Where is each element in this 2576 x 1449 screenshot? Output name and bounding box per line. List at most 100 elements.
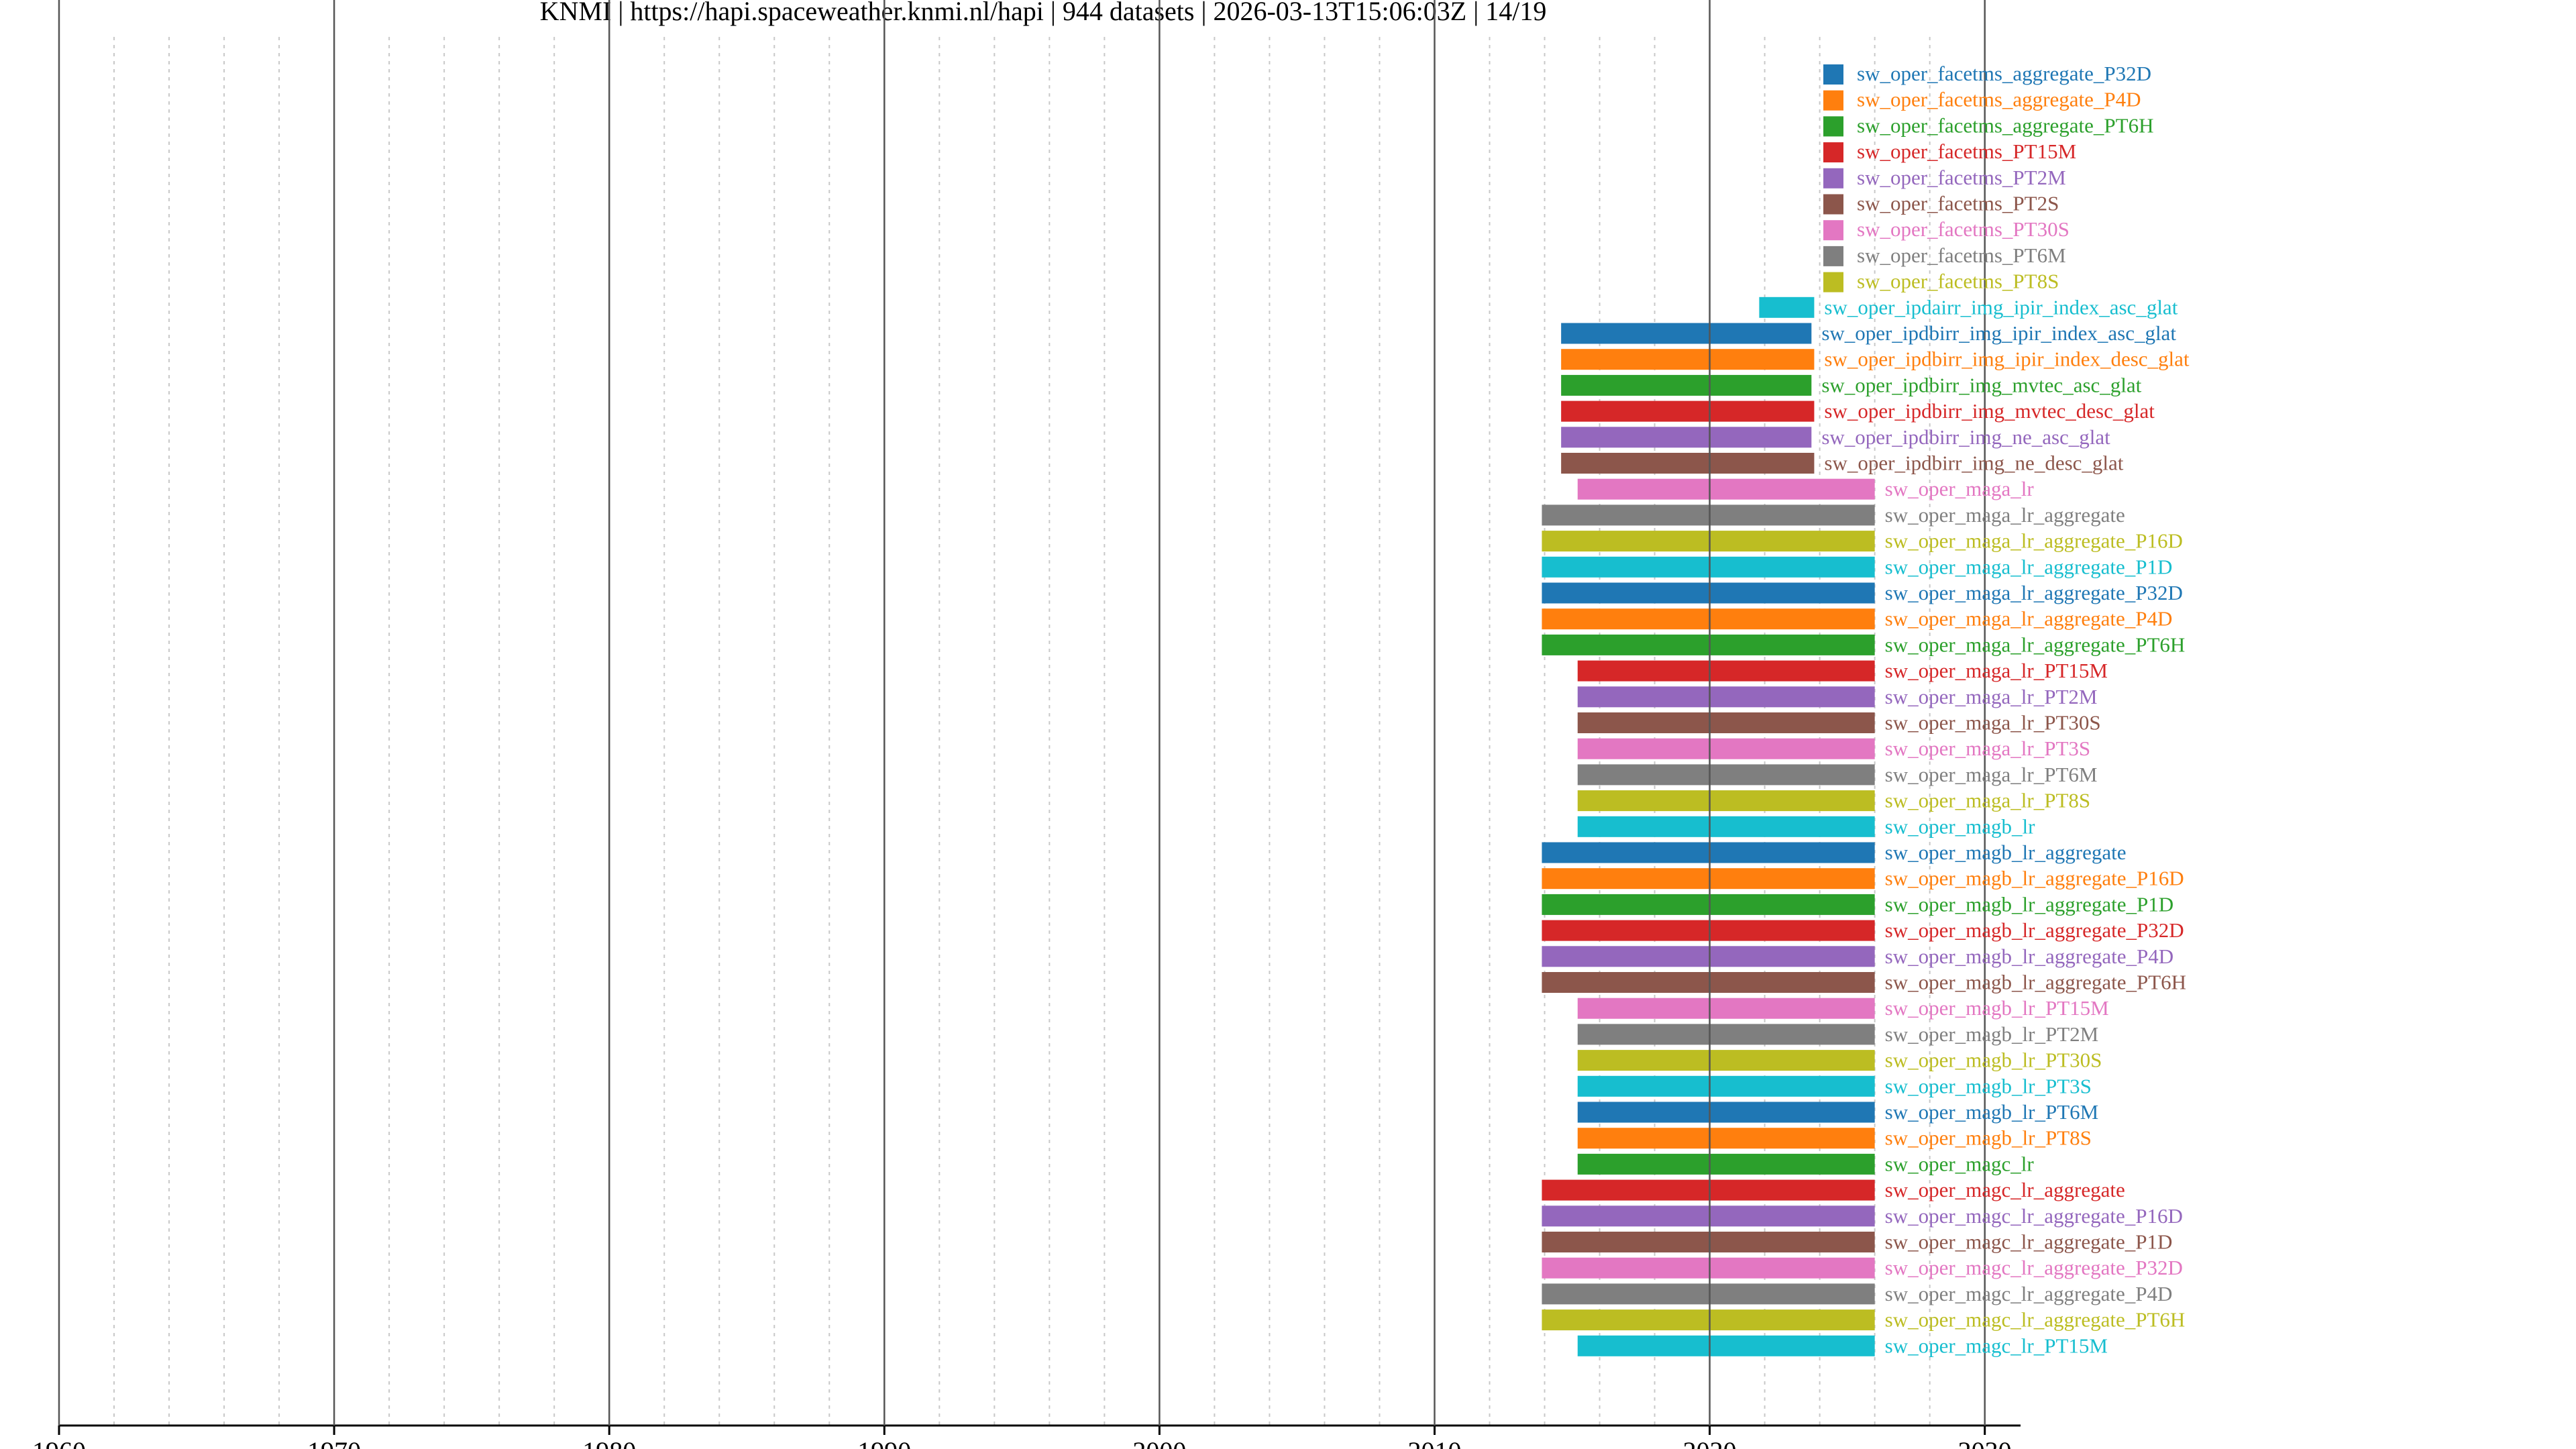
bar bbox=[1542, 504, 1875, 526]
x-tick-label: 2000 bbox=[1132, 1436, 1186, 1449]
bar bbox=[1542, 868, 1875, 890]
x-tick-label: 2010 bbox=[1407, 1436, 1461, 1449]
bar bbox=[1561, 349, 1815, 370]
bar-label: sw_oper_facetms_PT6M bbox=[1857, 244, 2066, 267]
bar bbox=[1542, 531, 1875, 552]
bar-label: sw_oper_magb_lr_PT30S bbox=[1885, 1049, 2102, 1072]
bar-label: sw_oper_maga_lr_aggregate_P16D bbox=[1885, 529, 2183, 553]
legend-swatch bbox=[1823, 116, 1843, 137]
x-tick-label: 2030 bbox=[1958, 1436, 2012, 1449]
legend-swatch bbox=[1823, 272, 1843, 292]
bar-label: sw_oper_maga_lr bbox=[1885, 477, 2035, 500]
bar-label: sw_oper_maga_lr_aggregate_P1D bbox=[1885, 555, 2173, 578]
x-ticks: 1960 1970 1980 1990 2000 2010 2020 2030 bbox=[32, 1426, 2012, 1449]
bar-label: sw_oper_facetms_aggregate_P4D bbox=[1857, 88, 2141, 111]
bar-labels: sw_oper_facetms_aggregate_P32D sw_oper_fa… bbox=[1821, 62, 2190, 1357]
bar bbox=[1577, 1024, 1875, 1045]
bar-label: sw_oper_ipdbirr_img_mvtec_desc_glat bbox=[1824, 399, 2155, 423]
bar-label: sw_oper_facetms_PT2M bbox=[1857, 166, 2066, 189]
bar bbox=[1577, 1075, 1875, 1097]
bar-label: sw_oper_magc_lr_aggregate_P4D bbox=[1885, 1282, 2173, 1305]
bar bbox=[1577, 686, 1875, 708]
bar-label: sw_oper_maga_lr_PT15M bbox=[1885, 659, 2108, 682]
bar-label: sw_oper_maga_lr_PT8S bbox=[1885, 789, 2091, 812]
legend-swatch bbox=[1823, 194, 1843, 215]
major-grid bbox=[58, 0, 1986, 1426]
bar bbox=[1561, 374, 1812, 396]
bar bbox=[1542, 582, 1875, 604]
bar-label: sw_oper_magb_lr_aggregate_P4D bbox=[1885, 945, 2174, 968]
bar-label: sw_oper_facetms_PT30S bbox=[1857, 217, 2070, 241]
bar-label: sw_oper_magb_lr_PT2M bbox=[1885, 1022, 2099, 1046]
bar bbox=[1542, 556, 1875, 578]
bar-label: sw_oper_ipdbirr_img_mvtec_asc_glat bbox=[1821, 373, 2141, 396]
bar bbox=[1577, 712, 1875, 733]
bar-label: sw_oper_magb_lr_aggregate_PT6H bbox=[1885, 971, 2186, 994]
bars bbox=[1542, 64, 1875, 1356]
bar-label: sw_oper_magb_lr_aggregate_P16D bbox=[1885, 867, 2184, 890]
bar-label: sw_oper_facetms_PT15M bbox=[1857, 140, 2076, 163]
bar-label: sw_oper_magb_lr_aggregate bbox=[1885, 841, 2127, 864]
bar bbox=[1542, 842, 1875, 863]
legend-swatch bbox=[1823, 64, 1843, 85]
bar-label: sw_oper_maga_lr_PT6M bbox=[1885, 763, 2098, 786]
bar bbox=[1577, 660, 1875, 682]
legend-swatch bbox=[1823, 246, 1843, 266]
bar bbox=[1577, 478, 1875, 500]
bar-label: sw_oper_maga_lr_aggregate_P4D bbox=[1885, 607, 2173, 631]
bar bbox=[1577, 1102, 1875, 1123]
legend-swatch bbox=[1823, 168, 1843, 189]
x-tick-label: 1990 bbox=[857, 1436, 911, 1449]
bar bbox=[1561, 453, 1815, 474]
x-tick-label: 1960 bbox=[32, 1436, 86, 1449]
bar-label: sw_oper_magb_lr_PT3S bbox=[1885, 1074, 2092, 1097]
bar-label: sw_oper_magc_lr_aggregate bbox=[1885, 1178, 2125, 1201]
bar-label: sw_oper_magc_lr_PT15M bbox=[1885, 1334, 2108, 1357]
bar bbox=[1577, 998, 1875, 1019]
bar bbox=[1542, 894, 1875, 915]
bar-label: sw_oper_ipdbirr_img_ipir_index_desc_glat bbox=[1824, 347, 2190, 371]
bar-label: sw_oper_facetms_PT8S bbox=[1857, 270, 2059, 293]
bar bbox=[1542, 608, 1875, 630]
bar-label: sw_oper_ipdairr_img_ipir_index_asc_glat bbox=[1824, 295, 2178, 319]
bar-label: sw_oper_ipdbirr_img_ne_desc_glat bbox=[1824, 451, 2123, 475]
bar-label: sw_oper_magc_lr_aggregate_P16D bbox=[1885, 1204, 2183, 1228]
bar-label: sw_oper_facetms_aggregate_P32D bbox=[1857, 62, 2151, 85]
legend-swatch bbox=[1823, 90, 1843, 111]
bar bbox=[1577, 790, 1875, 812]
bar-label: sw_oper_magc_lr_aggregate_P1D bbox=[1885, 1230, 2173, 1254]
bar bbox=[1542, 946, 1875, 967]
bar-label: sw_oper_facetms_aggregate_PT6H bbox=[1857, 113, 2153, 137]
bar-label: sw_oper_magb_lr_PT8S bbox=[1885, 1126, 2092, 1150]
bar bbox=[1577, 1335, 1875, 1356]
bar bbox=[1577, 1050, 1875, 1071]
bar bbox=[1561, 427, 1812, 448]
legend-swatch bbox=[1823, 142, 1843, 163]
chart-title: KNMI | https://hapi.spaceweather.knmi.nl… bbox=[540, 0, 1547, 26]
bar-label: sw_oper_facetms_PT2S bbox=[1857, 192, 2059, 215]
bar-label: sw_oper_magc_lr_aggregate_PT6H bbox=[1885, 1308, 2186, 1332]
legend-swatch bbox=[1823, 220, 1843, 241]
bar bbox=[1759, 297, 1815, 318]
bar bbox=[1542, 1179, 1875, 1201]
bar bbox=[1561, 400, 1815, 422]
bar-label: sw_oper_magc_lr bbox=[1885, 1152, 2035, 1175]
bar bbox=[1577, 1153, 1875, 1175]
bar bbox=[1542, 1309, 1875, 1331]
bar-label: sw_oper_magb_lr_aggregate_P1D bbox=[1885, 892, 2174, 916]
x-tick-label: 1980 bbox=[582, 1436, 636, 1449]
bar-label: sw_oper_magb_lr_aggregate_P32D bbox=[1885, 918, 2184, 942]
bar bbox=[1542, 1283, 1875, 1305]
x-tick-label: 2020 bbox=[1683, 1436, 1737, 1449]
bar bbox=[1577, 816, 1875, 837]
bar bbox=[1542, 1205, 1875, 1227]
bar-label: sw_oper_magc_lr_aggregate_P32D bbox=[1885, 1256, 2183, 1279]
bar-label: sw_oper_maga_lr_PT2M bbox=[1885, 685, 2098, 708]
bar bbox=[1542, 920, 1875, 941]
bar bbox=[1542, 1257, 1875, 1279]
bar bbox=[1577, 1128, 1875, 1149]
bar-label: sw_oper_maga_lr_aggregate bbox=[1885, 503, 2125, 527]
bar-label: sw_oper_magb_lr_PT15M bbox=[1885, 996, 2109, 1020]
bar-label: sw_oper_magb_lr_PT6M bbox=[1885, 1100, 2099, 1124]
